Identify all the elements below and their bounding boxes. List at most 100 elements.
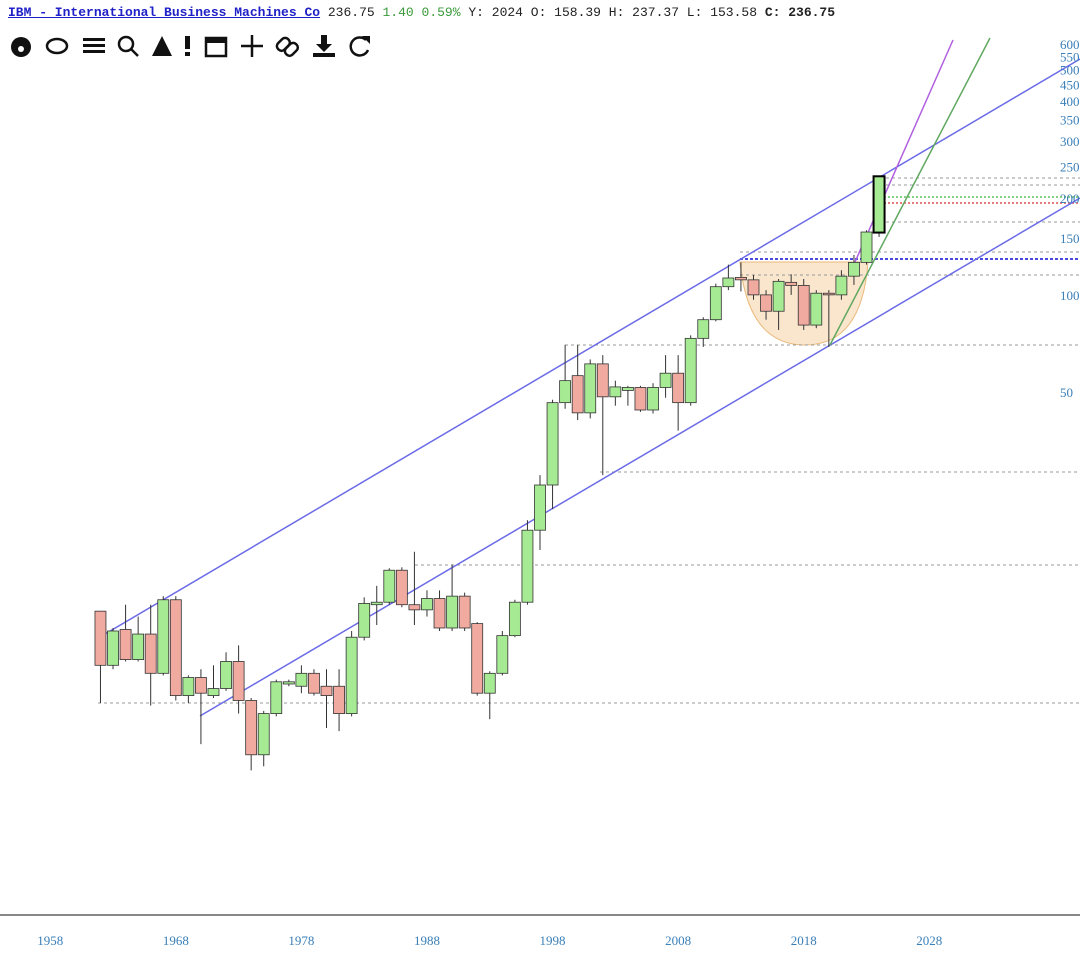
- candle-body: [320, 685, 333, 696]
- tool-triangle[interactable]: [152, 36, 172, 56]
- y-tick-label: 50: [1060, 385, 1073, 400]
- candle-body: [370, 601, 383, 606]
- candle-body: [107, 630, 119, 666]
- tool-list[interactable]: [83, 38, 105, 53]
- channel-lower: [199, 197, 1080, 717]
- trend-line: [829, 37, 991, 346]
- candle-body: [672, 372, 685, 404]
- candle-body: [421, 598, 433, 611]
- candle-body: [169, 599, 182, 696]
- candle-body: [596, 363, 609, 398]
- candle-body: [245, 700, 258, 756]
- change: 1.40: [382, 5, 414, 20]
- candle-body: [483, 672, 496, 694]
- candle-body: [772, 280, 785, 312]
- candle-body: [308, 672, 320, 694]
- candle-body: [634, 387, 647, 411]
- y-tick-label: 550: [1060, 49, 1080, 64]
- candle-body: [232, 661, 245, 701]
- tool-link[interactable]: [275, 36, 300, 58]
- channel-upper: [99, 58, 1080, 638]
- x-tick-label: 1958: [37, 933, 63, 948]
- candle-body: [835, 275, 848, 296]
- candle-body: [760, 294, 772, 312]
- candle-body: [270, 681, 283, 714]
- candle-body: [810, 292, 823, 326]
- level-lines: [98, 177, 1080, 704]
- tool-calendar[interactable]: [204, 36, 228, 58]
- candle-body: [709, 286, 722, 321]
- candle-body: [534, 484, 546, 531]
- ticker-title[interactable]: IBM - International Business Machines Co: [8, 5, 321, 20]
- candle-body: [395, 569, 408, 606]
- tool-search[interactable]: [117, 35, 139, 57]
- candle-body: [584, 363, 597, 414]
- candle-body: [408, 604, 421, 611]
- y-tick-label: 200: [1060, 191, 1080, 206]
- candle-body: [132, 633, 145, 660]
- candle-body: [609, 386, 622, 398]
- candle-body: [785, 281, 798, 286]
- candle-body: [872, 175, 886, 234]
- toolbar: [11, 35, 370, 58]
- y-tick-label: 100: [1060, 288, 1080, 303]
- candle-body: [647, 387, 659, 411]
- x-tick-label: 1988: [414, 933, 440, 948]
- header: IBM - International Business Machines Co…: [8, 5, 835, 20]
- x-tick-label: 1968: [163, 933, 189, 948]
- candle-body: [571, 375, 584, 414]
- candle-body: [697, 319, 710, 339]
- x-tick-label: 2008: [665, 933, 691, 948]
- candle-body: [207, 688, 220, 696]
- tool-alert[interactable]: [185, 36, 190, 56]
- tool-download[interactable]: [313, 35, 335, 57]
- candle-body: [220, 661, 232, 689]
- candle-body: [735, 276, 747, 281]
- candle-body: [521, 529, 534, 603]
- candle-body: [282, 681, 295, 685]
- candle-body: [433, 598, 446, 629]
- x-tick-label: 1978: [288, 933, 314, 948]
- candle-body: [622, 387, 634, 391]
- candle-body: [722, 277, 735, 288]
- candle-body: [471, 623, 484, 694]
- change-pct: 0.59%: [421, 5, 461, 20]
- y-tick-label: 300: [1060, 134, 1080, 149]
- candle-body: [446, 595, 458, 629]
- candle-body: [333, 685, 345, 714]
- candle-body: [848, 261, 860, 277]
- candle-body: [345, 636, 358, 714]
- x-tick-label: 1998: [540, 933, 566, 948]
- last-price: 236.75: [327, 5, 375, 20]
- candle-body: [822, 292, 835, 296]
- candle-body: [496, 635, 509, 674]
- y-tick-label: 150: [1060, 231, 1080, 246]
- candle-body: [358, 603, 371, 638]
- y-tick-label: 450: [1060, 77, 1080, 92]
- y-tick-label: 400: [1060, 94, 1080, 109]
- x-tick-label: 2028: [916, 933, 942, 948]
- candle-body: [182, 677, 195, 696]
- ohl: Y: 2024 O: 158.39 H: 237.37 L: 153.58: [468, 5, 758, 20]
- candle-body: [508, 601, 521, 637]
- candle-body: [546, 402, 559, 486]
- y-tick-label: 250: [1060, 160, 1080, 175]
- tool-move[interactable]: [241, 35, 263, 57]
- tool-comment[interactable]: [45, 37, 69, 55]
- candle-body: [94, 610, 107, 666]
- y-tick-label: 600: [1060, 37, 1080, 52]
- tool-refresh[interactable]: [349, 36, 370, 57]
- candle-body: [119, 629, 132, 660]
- candle-body: [559, 380, 572, 404]
- candles: [94, 175, 886, 771]
- candle-body: [195, 677, 207, 694]
- close-label: C: 236.75: [764, 5, 836, 20]
- candle-body: [860, 231, 873, 263]
- tool-dashboard[interactable]: [11, 37, 31, 57]
- candle-body: [157, 599, 170, 674]
- candle-body: [659, 372, 672, 388]
- candle-body: [747, 279, 760, 296]
- candle-body: [684, 337, 697, 404]
